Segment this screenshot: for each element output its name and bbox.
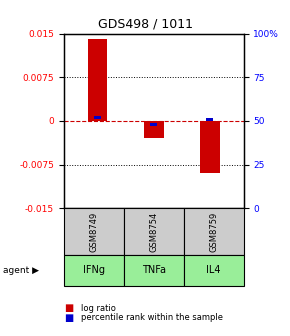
Bar [88,39,107,121]
Bar [144,121,164,138]
Text: GSM8754: GSM8754 [149,212,158,252]
Text: percentile rank within the sample: percentile rank within the sample [81,313,223,322]
Text: TNFa: TNFa [142,265,166,276]
Text: GSM8759: GSM8759 [209,212,218,252]
Text: log ratio: log ratio [81,304,116,312]
Text: GDS498 / 1011: GDS498 / 1011 [97,17,193,30]
Bar [206,118,213,121]
Text: agent ▶: agent ▶ [3,266,39,275]
Text: IFNg: IFNg [83,265,105,276]
Bar [94,116,101,119]
Bar [150,123,157,126]
Text: IL4: IL4 [206,265,221,276]
Text: ■: ■ [64,303,73,313]
Text: ■: ■ [64,312,73,323]
Text: GSM8749: GSM8749 [89,212,98,252]
Bar [200,121,220,173]
